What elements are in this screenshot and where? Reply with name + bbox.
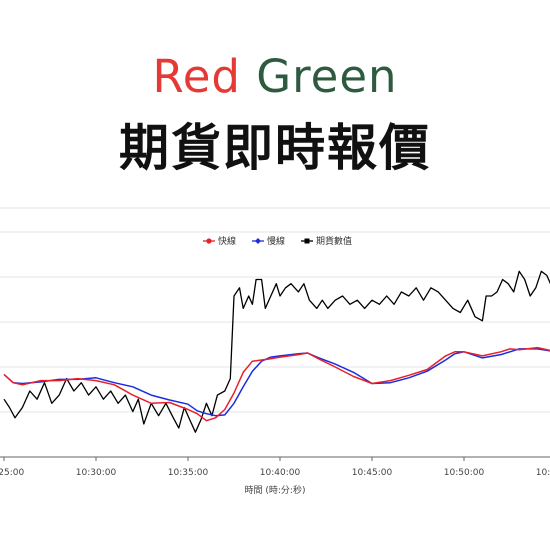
legend-marker-circle — [206, 238, 212, 244]
futures-line-chart: 快線 慢線 期貨數值 10:25:00 10:30:00 10:35:00 10:40:0… — [0, 207, 550, 496]
x-tick-label: 10:45:00 — [352, 468, 393, 478]
legend-marker-square — [304, 238, 310, 244]
chart-series — [3, 270, 550, 433]
page-headline: 期貨即時報價 — [119, 119, 431, 177]
x-tick-label: 10:25:00 — [0, 468, 24, 478]
chart-legend: 快線 慢線 期貨數值 — [203, 235, 352, 247]
series-line-circle — [3, 346, 550, 422]
legend-label: 期貨數值 — [316, 235, 352, 247]
x-tick-label: 10:35:00 — [168, 468, 209, 478]
x-axis-title: 時間 (時:分:秒) — [245, 484, 306, 496]
chart-x-axis: 10:25:00 10:30:00 10:35:00 10:40:00 10:45:00… — [0, 457, 550, 478]
x-tick-label: 10:40:00 — [260, 468, 301, 478]
legend-label: 快線 — [218, 235, 236, 247]
legend-label: 慢線 — [267, 235, 285, 247]
chart-grid — [0, 231, 550, 458]
series-line-square — [3, 270, 550, 433]
legend-marker-diamond — [255, 238, 261, 244]
x-tick-label: 10:50:00 — [444, 468, 485, 478]
x-tick-label: 10:55:00 — [536, 468, 550, 478]
x-tick-label: 10:30:00 — [76, 468, 117, 478]
series-line-diamond — [3, 348, 550, 417]
brand-title: Red Green — [0, 50, 550, 104]
brand-green-word: Green — [256, 50, 398, 103]
brand-red-word: Red — [152, 50, 241, 103]
